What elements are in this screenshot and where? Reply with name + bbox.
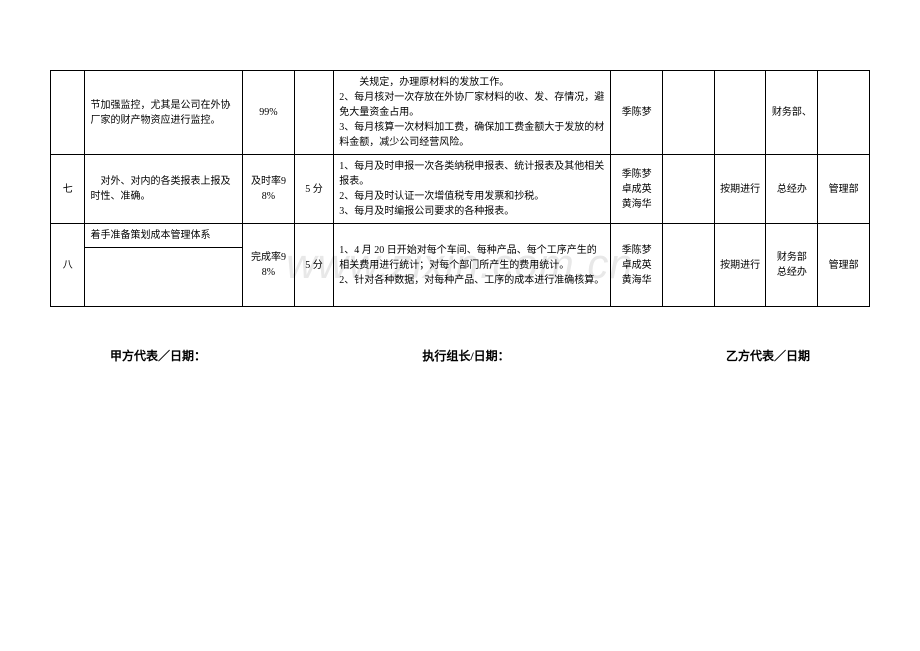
- cell-dept: 财务部、: [766, 71, 818, 155]
- cell-score: [294, 71, 333, 155]
- signature-middle: 执行组长/日期：: [422, 347, 509, 364]
- signature-row: 甲方代表／日期： 执行组长/日期： 乙方代表／日期: [50, 347, 870, 364]
- document-page: 节加强监控，尤其是公司在外协厂家的财产物资应进行监控。99% 关规定，办理原材料…: [0, 0, 920, 364]
- cell-num: 八: [51, 224, 85, 307]
- cell-task: 着手准备策划成本管理体系: [85, 224, 243, 248]
- cell-actions: 1、4 月 20 日开始对每个车间、每种产品、每个工序产生的相关费用进行统计；对…: [334, 224, 611, 307]
- cell-task: 节加强监控，尤其是公司在外协厂家的财产物资应进行监控。: [85, 71, 243, 155]
- cell-score: 5 分: [294, 155, 333, 224]
- cell-month: [663, 71, 715, 155]
- main-table: 节加强监控，尤其是公司在外协厂家的财产物资应进行监控。99% 关规定，办理原材料…: [50, 70, 870, 307]
- cell-person: 季陈梦: [611, 71, 663, 155]
- cell-person: 季陈梦 卓成英 黄海华: [611, 155, 663, 224]
- table-row: 七 对外、对内的各类报表上报及时性、准确。及时率98%5 分1、每月及时申报一次…: [51, 155, 870, 224]
- table-row: 八着手准备策划成本管理体系完成率98%5 分1、4 月 20 日开始对每个车间、…: [51, 224, 870, 248]
- cell-report: 按期进行: [714, 224, 766, 307]
- cell-report: [714, 71, 766, 155]
- cell-score: 5 分: [294, 224, 333, 307]
- cell-person: 季陈梦 卓成英 黄海华: [611, 224, 663, 307]
- cell-month: [663, 224, 715, 307]
- cell-dept: 财务部 总经办: [766, 224, 818, 307]
- cell-task-cont: [85, 248, 243, 307]
- signature-left: 甲方代表／日期：: [110, 347, 206, 364]
- cell-dept2: 管理部: [818, 155, 870, 224]
- cell-task: 对外、对内的各类报表上报及时性、准确。: [85, 155, 243, 224]
- table-row: 节加强监控，尤其是公司在外协厂家的财产物资应进行监控。99% 关规定，办理原材料…: [51, 71, 870, 155]
- cell-num: 七: [51, 155, 85, 224]
- cell-dept2: [818, 71, 870, 155]
- cell-rate: 99%: [243, 71, 295, 155]
- cell-report: 按期进行: [714, 155, 766, 224]
- cell-rate: 及时率98%: [243, 155, 295, 224]
- cell-rate: 完成率98%: [243, 224, 295, 307]
- cell-month: [663, 155, 715, 224]
- cell-actions: 1、每月及时申报一次各类纳税申报表、统计报表及其他相关报表。 2、每月及时认证一…: [334, 155, 611, 224]
- cell-actions: 关规定，办理原材料的发放工作。 2、每月核对一次存放在外协厂家材料的收、发、存情…: [334, 71, 611, 155]
- signature-right: 乙方代表／日期: [726, 347, 810, 364]
- cell-num: [51, 71, 85, 155]
- cell-dept2: 管理部: [818, 224, 870, 307]
- cell-dept: 总经办: [766, 155, 818, 224]
